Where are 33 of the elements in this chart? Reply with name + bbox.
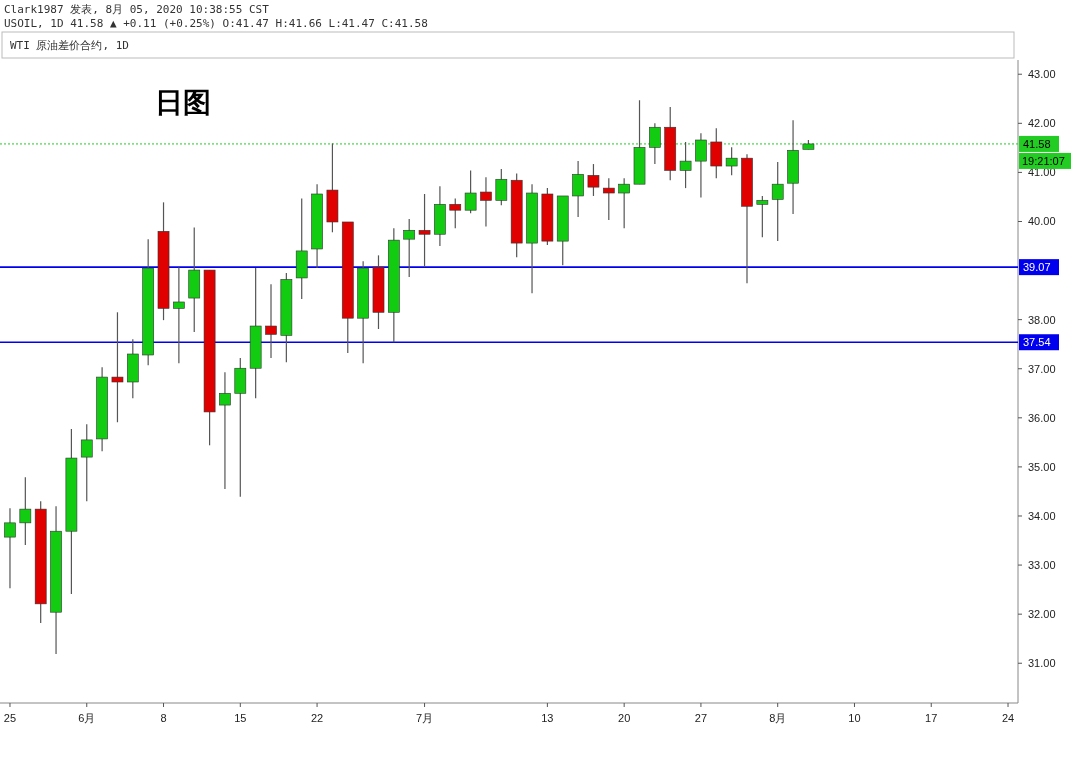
y-tick-label: 31.00 [1028, 657, 1056, 670]
text: 19:21:07 [1022, 154, 1065, 167]
y-tick-label: 33.00 [1028, 559, 1056, 572]
x-tick-label: 10 [848, 712, 861, 724]
y-tick-label: 38.00 [1028, 313, 1056, 326]
ref-line-label: 41.58 [1023, 137, 1051, 150]
y-tick-label: 32.00 [1028, 608, 1056, 621]
y-tick-label: 42.00 [1028, 117, 1056, 130]
x-tick-label: 17 [925, 712, 938, 724]
x-tick-label: 27 [694, 712, 708, 724]
text: 日图 [155, 87, 211, 118]
y-tick-label: 43.00 [1028, 68, 1056, 81]
x-tick-label: 13 [541, 712, 554, 724]
y-tick-label: 37.00 [1028, 362, 1056, 375]
x-tick-label: 15 [234, 712, 247, 724]
text: USOIL, 1D 41.58 ▲ +0.11 (+0.25%) O:41.47 H:41.66 L:41.47 C:41.58 [4, 17, 428, 30]
ref-line-label: 39.07 [1023, 261, 1051, 274]
y-tick-label: 41.00 [1028, 166, 1056, 179]
x-tick-label: 7月 [415, 712, 434, 724]
x-tick-label: 22 [310, 712, 324, 724]
x-tick-label: 8 [160, 712, 167, 724]
x-tick-label: 25 [3, 712, 17, 724]
x-tick-label: 24 [1001, 712, 1015, 724]
x-tick-label: 8月 [769, 712, 787, 724]
text: WTI 原油差价合约, 1D [10, 39, 129, 52]
y-tick-label: 34.00 [1028, 509, 1056, 522]
y-tick-label: 35.00 [1028, 460, 1056, 473]
ref-line-label: 37.54 [1023, 336, 1051, 349]
y-tick-label: 36.00 [1028, 411, 1056, 424]
x-tick-label: 20 [618, 712, 631, 724]
y-tick-label: 40.00 [1028, 215, 1056, 228]
x-tick-label: 6月 [78, 712, 96, 724]
text: Clark1987 发表, 8月 05, 2020 10:38:55 CST [4, 3, 270, 16]
